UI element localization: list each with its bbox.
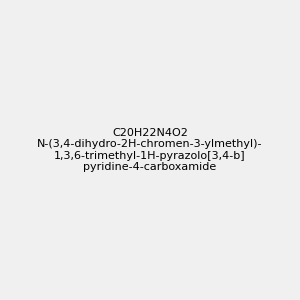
- Text: C20H22N4O2
N-(3,4-dihydro-2H-chromen-3-ylmethyl)-
1,3,6-trimethyl-1H-pyrazolo[3,: C20H22N4O2 N-(3,4-dihydro-2H-chromen-3-y…: [37, 128, 263, 172]
